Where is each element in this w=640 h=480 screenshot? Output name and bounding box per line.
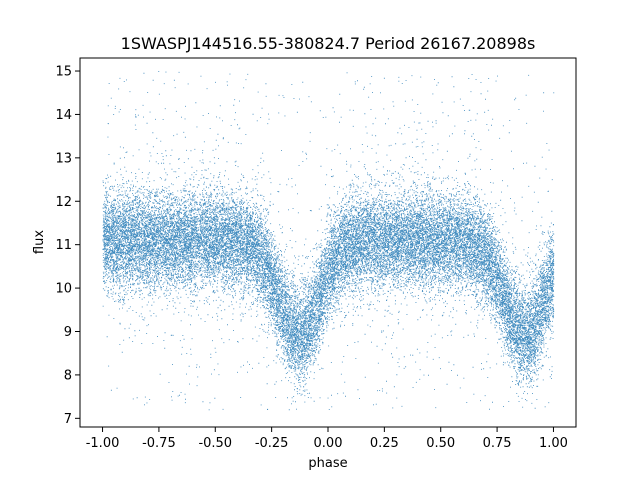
y-tick-label: 13 (55, 151, 72, 166)
x-tick-label: 0.50 (426, 436, 455, 451)
scatter-points (102, 71, 555, 411)
y-tick-label: 14 (55, 108, 72, 123)
y-tick-label: 12 (55, 195, 72, 210)
y-axis-label: flux (32, 230, 47, 254)
y-tick-label: 10 (55, 282, 72, 297)
x-tick-label: 0.00 (314, 436, 343, 451)
y-tick-label: 15 (55, 65, 72, 80)
x-tick-label: 0.25 (370, 436, 399, 451)
data-points (102, 71, 555, 411)
y-axis-ticks: 7 8 9 10 11 12 13 14 15 (55, 65, 80, 427)
x-tick-label: -0.25 (255, 436, 289, 451)
x-tick-label: 1.00 (539, 436, 568, 451)
x-tick-label: -0.75 (142, 436, 176, 451)
x-tick-label: -1.00 (86, 436, 120, 451)
y-tick-label: 8 (64, 368, 72, 383)
y-tick-label: 9 (64, 325, 72, 340)
y-tick-label: 11 (55, 238, 72, 253)
x-tick-label: 0.75 (483, 436, 512, 451)
x-tick-label: -0.50 (198, 436, 232, 451)
y-tick-label: 7 (64, 412, 72, 427)
x-axis-label: phase (308, 456, 347, 471)
chart-title: 1SWASPJ144516.55-380824.7 Period 26167.2… (121, 34, 536, 53)
x-axis-ticks: -1.00 -0.75 -0.50 -0.25 0.00 0.25 0.50 0.75 1.00 (86, 427, 568, 451)
